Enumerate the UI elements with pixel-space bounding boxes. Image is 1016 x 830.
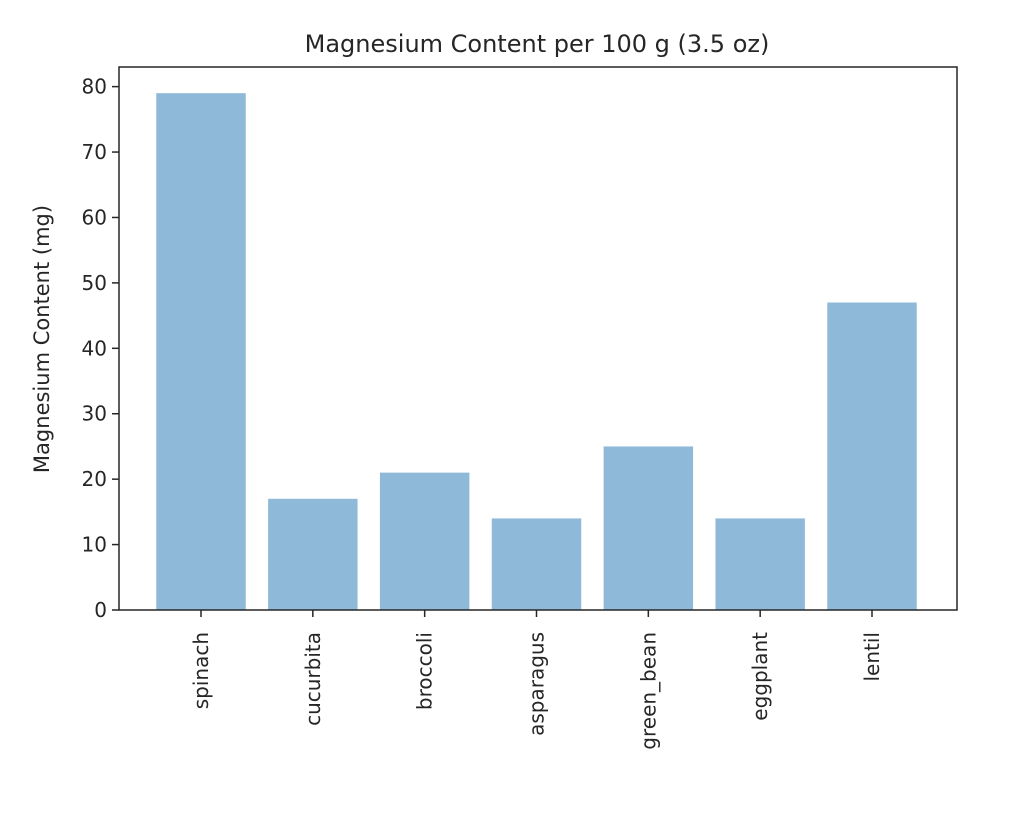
bar-cucurbita [268, 498, 358, 610]
x-tick-label: broccoli [413, 632, 437, 710]
y-tick-label: 20 [82, 467, 107, 491]
y-axis-title: Magnesium Content (mg) [30, 205, 54, 473]
bar-asparagus [491, 518, 582, 610]
x-tick-label: lentil [860, 632, 884, 682]
x-tick-label: eggplant [748, 632, 772, 721]
y-tick-label: 80 [82, 75, 107, 99]
chart-title: Magnesium Content per 100 g (3.5 oz) [305, 30, 770, 58]
y-tick-label: 10 [82, 533, 107, 557]
y-tick-label: 30 [82, 402, 107, 426]
y-tick-label: 50 [82, 271, 107, 295]
y-tick-label: 0 [94, 598, 107, 622]
x-tick-label: asparagus [525, 632, 549, 736]
y-tick-label: 40 [82, 336, 107, 360]
bar-spinach [156, 93, 246, 610]
bar-lentil [827, 302, 917, 610]
bars-group [156, 93, 917, 610]
y-tick-label: 70 [82, 140, 107, 164]
x-tick-label: cucurbita [301, 632, 325, 726]
bar-green_bean [603, 446, 694, 610]
y-tick-label: 60 [82, 205, 107, 229]
bar-eggplant [715, 518, 805, 610]
y-axis: 0 10 20 30 40 50 60 70 80 [82, 75, 119, 622]
bar-broccoli [379, 472, 470, 610]
x-tick-label: spinach [189, 632, 213, 709]
x-tick-label: green_bean [636, 632, 660, 750]
plot-frame [118, 66, 958, 611]
x-axis: spinach cucurbita broccoli asparagus green_b… [189, 610, 884, 750]
